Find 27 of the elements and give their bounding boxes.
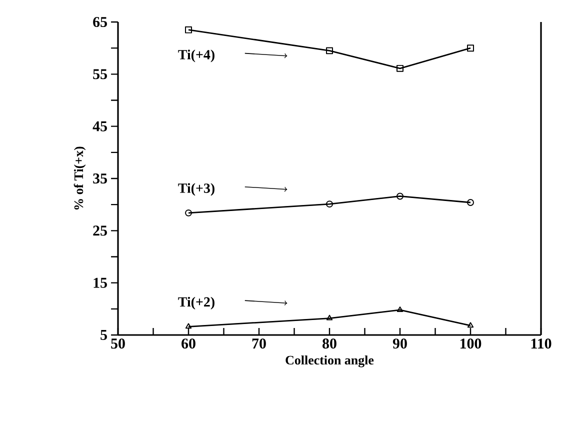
x-tick-label: 100 [460,338,482,349]
y-tick-label: 15 [94,278,107,288]
y-tick-label: 55 [93,69,107,80]
y-tick-label: 35 [93,173,107,184]
legend-label: Ti(+2) [178,296,214,310]
x-axis-title: Collection angle [286,355,374,368]
point [326,314,333,320]
x-tick-label: 50 [111,338,125,349]
y-tick-label: 5 [100,330,107,340]
x-tick-label: 90 [392,338,407,349]
y-tick-label: 65 [93,16,107,28]
y-tick-label: 25 [93,226,107,236]
point [396,306,404,312]
legend-label: Ti(+4) [178,50,214,62]
x-tick-label: 80 [322,338,336,349]
legend-label: Ti(+3) [178,183,214,196]
point [326,47,333,54]
point [185,26,192,34]
y-tick-label: 45 [92,121,107,132]
x-tick-label: 110 [531,338,552,349]
point [396,64,404,72]
x-tick-label: 70 [252,338,266,349]
point [326,200,333,208]
point [467,44,474,52]
y-axis-title: % of Ti(+x) [74,146,86,210]
x-tick-label: 60 [182,338,196,349]
point [396,192,404,200]
